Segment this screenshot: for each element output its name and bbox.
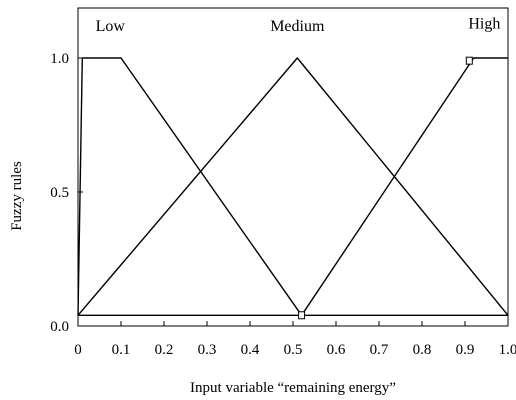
y-axis-label: Fuzzy rules (9, 161, 25, 231)
y-tick-label: 0.5 (50, 185, 69, 201)
x-tick-label: 0.5 (284, 342, 303, 358)
x-tick-label: 0.1 (112, 342, 131, 358)
x-tick-label: 0.9 (456, 342, 475, 358)
x-tick-label: 0.3 (198, 342, 217, 358)
x-axis-ticks: 0 0.1 0.2 0.3 0.4 0.5 0.6 0.7 0.8 0.9 1.0 (74, 321, 516, 358)
point-markers (298, 56, 473, 320)
point-marker (465, 56, 473, 65)
series-line-high (78, 57, 508, 316)
x-tick-label: 0.4 (241, 342, 260, 358)
x-axis-label: Input variable “remaining energy” (190, 380, 396, 396)
series-label-low: Low (96, 18, 126, 35)
y-tick-label: 1.0 (50, 51, 69, 67)
x-tick-label: 0.8 (413, 342, 432, 358)
y-axis-ticks: 0.0 0.5 1.0 (50, 51, 83, 335)
x-tick-label: 0.7 (370, 342, 389, 358)
y-tick-label: 0.0 (50, 319, 69, 335)
x-tick-label: 1.0 (499, 342, 516, 358)
series-label-medium: Medium (270, 18, 325, 35)
series-lines (77, 57, 509, 316)
x-tick-label: 0.6 (327, 342, 346, 358)
series-label-high: High (468, 16, 500, 33)
series-line-medium (77, 57, 509, 316)
point-marker (298, 311, 306, 320)
x-tick-label: 0 (74, 342, 82, 358)
membership-labels: Low Medium High (96, 16, 501, 36)
x-tick-label: 0.2 (155, 342, 174, 358)
series-line-low (77, 57, 508, 316)
plot-frame (77, 7, 509, 327)
